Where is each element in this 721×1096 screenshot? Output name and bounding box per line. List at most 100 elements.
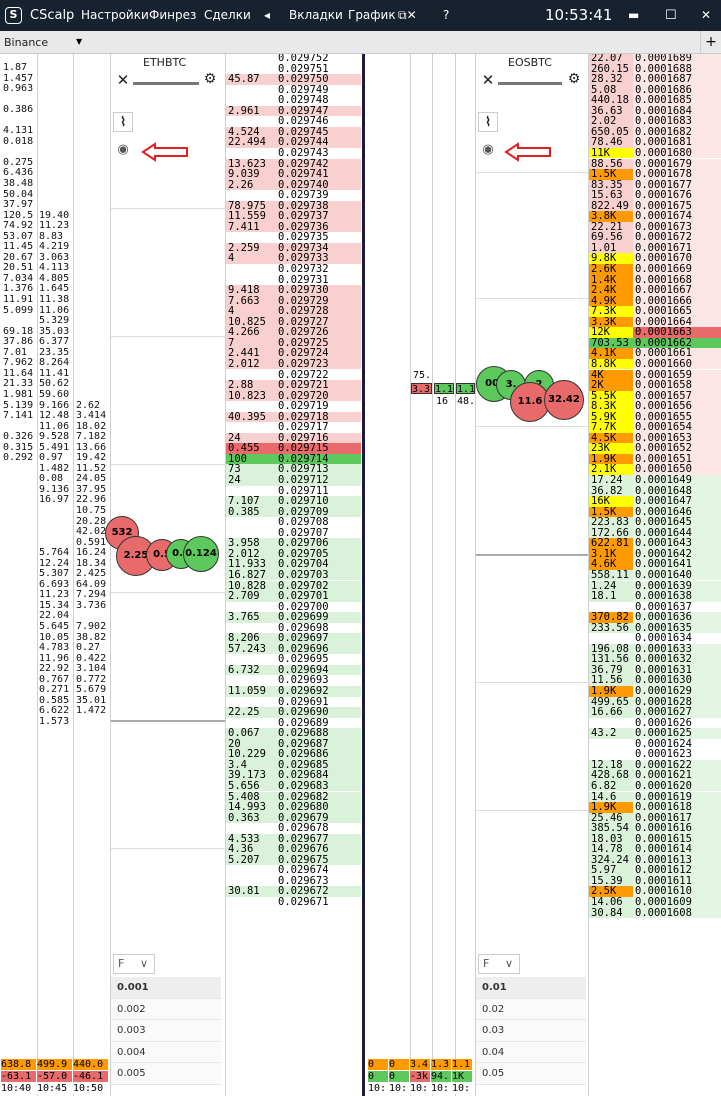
book-row[interactable]: 3.765 0.029699 — [226, 612, 361, 623]
book-row[interactable]: 2.26 0.029740 — [226, 180, 361, 191]
book-row[interactable]: 4.36 0.029676 — [226, 844, 361, 855]
book-row[interactable]: 0.029695 — [226, 654, 361, 665]
book-row[interactable]: 0.029751 — [226, 63, 361, 75]
book-row[interactable]: 8.206 0.029697 — [226, 633, 361, 644]
book-row[interactable]: 0.029693 — [226, 675, 361, 686]
eth-chart-icon[interactable]: ⌇ — [113, 112, 133, 132]
book-row[interactable]: 10.823 0.029720 — [226, 391, 361, 402]
book-row[interactable]: 17.24 0.0001649 — [589, 475, 721, 486]
book-row[interactable]: 2K 0.0001658 — [589, 380, 721, 391]
eos-settings-icon[interactable]: ⚙ — [567, 71, 581, 87]
book-row[interactable]: 1.9K 0.0001629 — [589, 686, 721, 697]
chevron-down-icon[interactable]: ▼ — [76, 37, 83, 46]
book-row[interactable]: 28.32 0.0001687 — [589, 74, 721, 85]
exchange-selector[interactable]: Binance — [4, 36, 49, 49]
book-row[interactable]: 5.9K 0.0001655 — [589, 412, 721, 423]
book-row[interactable]: 88.56 0.0001679 — [589, 158, 721, 170]
book-row[interactable]: 2.441 0.029724 — [226, 348, 361, 359]
book-row[interactable]: 223.83 0.0001645 — [589, 517, 721, 528]
book-row[interactable]: 5.408 0.029682 — [226, 791, 361, 803]
book-row[interactable]: 0.029743 — [226, 148, 361, 159]
book-row[interactable]: 558.11 0.0001640 — [589, 570, 721, 581]
book-row[interactable]: 2.259 0.029734 — [226, 243, 361, 254]
book-row[interactable]: 0.0001634 — [589, 633, 721, 644]
book-row[interactable]: 73 0.029713 — [226, 464, 361, 475]
book-row[interactable]: 3.1K 0.0001642 — [589, 549, 721, 560]
book-row[interactable]: 0.029731 — [226, 274, 361, 286]
book-row[interactable]: 30.84 0.0001608 — [589, 907, 721, 919]
book-row[interactable]: 822.49 0.0001675 — [589, 201, 721, 212]
book-row[interactable]: 16.66 0.0001627 — [589, 707, 721, 718]
book-row[interactable]: 2.88 0.029721 — [226, 380, 361, 391]
book-row[interactable]: 83.35 0.0001677 — [589, 180, 721, 191]
book-row[interactable]: 1.5K 0.0001646 — [589, 507, 721, 518]
book-row[interactable]: 0.455 0.029715 — [226, 443, 361, 454]
book-row[interactable]: 15.63 0.0001676 — [589, 190, 721, 201]
book-row[interactable]: 0.067 0.029688 — [226, 728, 361, 739]
book-row[interactable]: 324.24 0.0001613 — [589, 855, 721, 866]
book-row[interactable]: 10.825 0.029727 — [226, 317, 361, 328]
close-window-icon[interactable]: ✕ — [701, 8, 712, 22]
book-row[interactable]: 78.975 0.029738 — [226, 201, 361, 212]
book-row[interactable]: 703.53 0.0001662 — [589, 338, 721, 349]
menu-settings[interactable]: Настройки — [81, 8, 149, 22]
book-row[interactable]: 385.54 0.0001616 — [589, 823, 721, 834]
book-row[interactable]: 24 0.029716 — [226, 433, 361, 444]
book-row[interactable]: 22.07 0.0001689 — [589, 54, 721, 64]
book-row[interactable]: 260.15 0.0001688 — [589, 63, 721, 75]
scale-option[interactable]: 0.001 — [111, 977, 221, 999]
book-row[interactable]: 20 0.029687 — [226, 739, 361, 750]
book-row[interactable]: 0.029689 — [226, 718, 361, 729]
book-row[interactable]: 622.81 0.0001643 — [589, 538, 721, 549]
book-row[interactable]: 0.029671 — [226, 897, 361, 908]
book-row[interactable]: 0.029711 — [226, 485, 361, 497]
book-row[interactable]: 428.68 0.0001621 — [589, 770, 721, 781]
book-row[interactable]: 0.029691 — [226, 696, 361, 708]
book-row[interactable]: 15.39 0.0001611 — [589, 876, 721, 887]
book-row[interactable]: 16K 0.0001647 — [589, 496, 721, 507]
book-row[interactable]: 0.0001623 — [589, 749, 721, 760]
book-row[interactable]: 0.029708 — [226, 517, 361, 528]
book-row[interactable]: 14.06 0.0001609 — [589, 897, 721, 908]
book-row[interactable]: 2.02 0.0001683 — [589, 116, 721, 127]
detach-close-icon[interactable]: ⧉✕ — [398, 8, 417, 22]
book-row[interactable]: 18.03 0.0001615 — [589, 834, 721, 845]
book-row[interactable]: 2.012 0.029705 — [226, 549, 361, 560]
book-row[interactable]: 131.56 0.0001632 — [589, 654, 721, 665]
scale-option[interactable]: 0.004 — [111, 1041, 221, 1063]
book-row[interactable]: 0.029678 — [226, 823, 361, 834]
book-row[interactable]: 2.961 0.029747 — [226, 106, 361, 117]
book-row[interactable]: 43.2 0.0001625 — [589, 728, 721, 739]
book-row[interactable]: 11K 0.0001680 — [589, 148, 721, 159]
book-row[interactable]: 5.656 0.029683 — [226, 781, 361, 792]
book-row[interactable]: 36.79 0.0001631 — [589, 665, 721, 676]
eos-close-icon[interactable]: ✕ — [481, 71, 495, 89]
book-row[interactable]: 2.5K 0.0001610 — [589, 886, 721, 897]
book-row[interactable]: 9.418 0.029730 — [226, 285, 361, 296]
book-row[interactable]: 3.8K 0.0001674 — [589, 211, 721, 222]
book-row[interactable]: 0.029707 — [226, 528, 361, 539]
book-row[interactable]: 0.363 0.029679 — [226, 813, 361, 824]
book-row[interactable]: 4.524 0.029745 — [226, 127, 361, 138]
book-row[interactable]: 0.029748 — [226, 95, 361, 106]
book-row[interactable]: 4.9K 0.0001666 — [589, 296, 721, 307]
book-row[interactable]: 5.08 0.0001686 — [589, 85, 721, 96]
eth-filter-select[interactable]: F ∨ — [113, 954, 155, 974]
book-row[interactable]: 7 0.029725 — [226, 338, 361, 349]
book-row[interactable]: 0.0001637 — [589, 602, 721, 613]
minimize-icon[interactable]: ▬ — [628, 8, 640, 22]
book-row[interactable]: 2.4K 0.0001667 — [589, 285, 721, 296]
book-row[interactable]: 5.5K 0.0001657 — [589, 391, 721, 402]
book-row[interactable]: 1.24 0.0001639 — [589, 580, 721, 592]
scale-option[interactable]: 0.05 — [476, 1063, 586, 1085]
book-row[interactable]: 0.0001624 — [589, 739, 721, 750]
book-row[interactable]: 16.827 0.029703 — [226, 570, 361, 581]
book-row[interactable]: 45.87 0.029750 — [226, 74, 361, 85]
book-row[interactable]: 9.039 0.029741 — [226, 169, 361, 180]
eth-settings-icon[interactable]: ⚙ — [203, 71, 217, 87]
book-row[interactable]: 12.18 0.0001622 — [589, 760, 721, 771]
book-row[interactable]: 100 0.029714 — [226, 454, 361, 465]
book-row[interactable]: 11.933 0.029704 — [226, 559, 361, 570]
book-row[interactable]: 2.1K 0.0001650 — [589, 464, 721, 475]
book-row[interactable]: 0.029700 — [226, 602, 361, 613]
